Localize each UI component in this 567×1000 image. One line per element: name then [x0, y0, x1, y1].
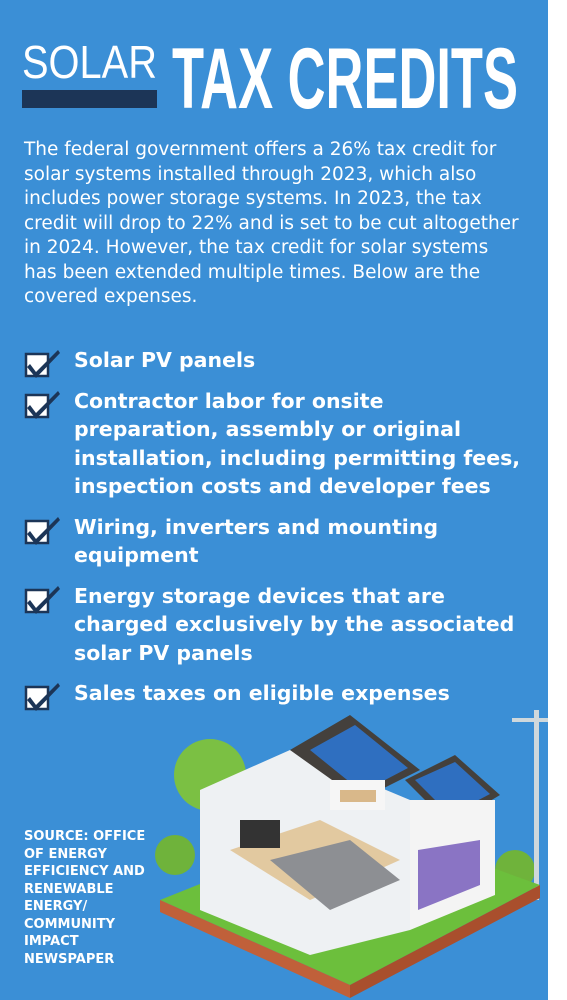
check-icon — [24, 585, 60, 614]
expense-item: Energy storage devices that are charged … — [24, 582, 524, 668]
title-block: SOLAR TAX CREDITS — [22, 31, 518, 125]
intro-text: The federal government offers a 26% tax … — [24, 139, 519, 307]
expense-item: Solar PV panels — [24, 346, 524, 378]
expense-text: Solar PV panels — [74, 348, 256, 372]
expense-text: Sales taxes on eligible expenses — [74, 681, 450, 705]
source-note: SOURCE: OFFICE OF ENERGY EFFICIENCY AND … — [24, 829, 146, 967]
expense-item: Sales taxes on eligible expenses — [24, 679, 524, 711]
expense-item: Contractor labor for onsite preparation,… — [24, 387, 524, 501]
title-bar — [22, 90, 157, 108]
check-icon — [24, 683, 60, 711]
title-large: TAX CREDITS — [172, 31, 518, 125]
expense-text: Contractor labor for onsite preparation,… — [74, 388, 521, 499]
check-icon — [24, 516, 60, 545]
house-illustration — [155, 710, 548, 998]
title-small: SOLAR — [22, 36, 157, 88]
check-icon — [24, 350, 60, 378]
expense-list: Solar PV panels Contractor labor for onsi… — [24, 346, 524, 720]
expense-text: Energy storage devices that are charged … — [74, 583, 515, 665]
expense-item: Wiring, inverters and mounting equipment — [24, 513, 524, 570]
infographic-panel: SOLAR TAX CREDITS The federal government… — [0, 0, 548, 1000]
check-icon — [24, 390, 60, 419]
expense-text: Wiring, inverters and mounting equipment — [74, 514, 439, 568]
